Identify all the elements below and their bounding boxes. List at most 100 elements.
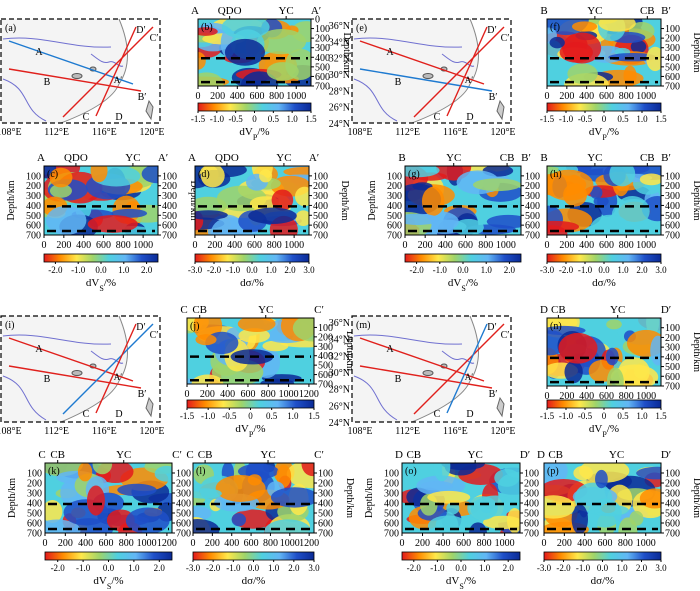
marker-yc: YC (258, 304, 273, 316)
profile-end: D′ (661, 449, 671, 461)
depth-tick-label: 100 (318, 469, 333, 480)
colorbar-label: dσ/% (592, 277, 616, 289)
panel-l: (l)C C′CB YC100200300400500600700Depth/km0… (186, 449, 355, 549)
distance-tick-label: 800 (116, 240, 131, 251)
depth-tick-label: 400 (318, 351, 333, 362)
distance-tick-label: 0 (545, 91, 550, 102)
depth-tick-label-left: 100 (387, 171, 402, 182)
coastline (60, 18, 128, 124)
depth-tick-label: 400 (665, 499, 680, 510)
depth-tick-label: 100 (665, 171, 680, 182)
longitude-label: 116°E (92, 127, 117, 138)
heat-blob (405, 166, 440, 178)
heat-blob (639, 173, 661, 186)
profile-line-a (359, 40, 485, 85)
panel-label: (f) (550, 22, 560, 33)
profile-letter-c: C (83, 112, 90, 123)
longitude-label: 108°E (347, 127, 372, 138)
colorbar-label: dVP/% (235, 423, 265, 439)
profile-line-d (95, 323, 137, 414)
marker-cb: CB (551, 304, 566, 316)
distance-tick-label: 400 (76, 240, 91, 251)
profile-letter-b: B (395, 374, 402, 385)
marker-yc: YC (587, 5, 602, 17)
panel-frame (43, 165, 159, 236)
heat-blob (595, 469, 608, 489)
depth-tick-label-left: 300 (26, 191, 41, 202)
heat-blob (77, 463, 93, 482)
colorbar-tick-label: 0 (252, 114, 257, 124)
colorbar-tick-label: -1.0 (578, 265, 593, 275)
longitude-label: 116°E (443, 127, 468, 138)
heatmap-field (547, 318, 661, 386)
colorbar-tick-label: -1.0 (226, 563, 241, 573)
panel-frame (192, 462, 315, 534)
panel-label: (l) (196, 466, 205, 477)
depth-tick-label: 200 (665, 34, 680, 45)
colorbar-vs-8: -2.0 -1.0 0.0 1.0 2.0 dVS/% (44, 551, 173, 591)
marker-yc: YC (610, 304, 625, 316)
latitude-label: 34°N (329, 335, 350, 346)
colorbar-tick-label: 2.0 (504, 265, 516, 275)
profile-line-d (95, 26, 137, 117)
distance-tick-label: 200 (207, 240, 222, 251)
marker-qdo: QDO (218, 5, 242, 17)
colorbar-tick-label: 0.5 (266, 411, 278, 421)
heatmap-field (547, 19, 661, 86)
heat-blob (92, 463, 113, 475)
depth-tick-label: 600 (665, 519, 680, 530)
colorbar-tick-label: -1.5 (191, 114, 206, 124)
colorbar-tick-label: -1.0 (201, 411, 216, 421)
colorbar-tick-label: 2.0 (141, 265, 153, 275)
profile-letter-d-prime: D′ (136, 322, 145, 333)
colorbar-tick-label: 1.0 (287, 411, 299, 421)
depth-tick-label-left: 200 (27, 479, 42, 490)
colorbar-tick-label: -2.0 (48, 265, 63, 275)
heat-blob (549, 36, 565, 49)
depth-tick-label: 500 (176, 509, 191, 520)
profile-letter-c: C (434, 112, 441, 123)
marker-yc: YC (260, 449, 275, 461)
map-frame (351, 18, 512, 124)
panel-label: (i) (5, 320, 14, 331)
distance-tick-label: 800 (478, 240, 493, 251)
colorbar-label: dσ/% (240, 277, 264, 289)
heat-blob (276, 464, 292, 488)
heat-blob (266, 62, 299, 81)
panel-label: (j) (190, 321, 199, 332)
colorbar-tick-label: 1.5 (655, 114, 667, 124)
colorbar-gradient (197, 102, 312, 112)
depth-tick-label-left: 100 (384, 469, 399, 480)
colorbar-tick-label: -1.0 (559, 411, 574, 421)
depth-axis-label: Depth/km (344, 478, 355, 518)
profile-letter-b: B (395, 77, 402, 88)
colorbar-tick-label: -1.5 (540, 411, 555, 421)
heat-blob (427, 515, 468, 533)
colorbar-gradient (43, 253, 159, 263)
distance-tick-label: 0 (196, 91, 201, 102)
distance-tick-label: 200 (210, 91, 225, 102)
distance-tick-label: 1000 (280, 538, 300, 549)
colorbar-tick-label: 2.0 (288, 563, 300, 573)
heat-blob (238, 328, 270, 343)
panel-frame (546, 317, 662, 387)
colorbar-gradient (186, 399, 315, 409)
colorbar-tick-label: 0.0 (455, 563, 467, 573)
depth-tick-label: 700 (665, 82, 680, 93)
longitude-label: 120°E (139, 426, 164, 437)
distance-tick-label: 0 (43, 538, 48, 549)
colorbar-tick-label: 0.5 (268, 114, 280, 124)
heat-blob (427, 490, 471, 504)
depth-tick-label: 400 (665, 352, 680, 363)
contour-line (2, 78, 47, 122)
colorbar-tick-label: -1.5 (180, 411, 195, 421)
depth-tick-label: 100 (665, 323, 680, 334)
distance-tick-label: 600 (458, 240, 473, 251)
depth-tick-label-left: 100 (26, 171, 41, 182)
depth-tick-label: 600 (665, 221, 680, 232)
panel-n: (n)D D′CB YC100200300400500600700Depth/km0… (540, 304, 700, 402)
distance-tick-label: 200 (205, 538, 220, 549)
colorbar-tick-label: 3.0 (655, 265, 667, 275)
heat-blob (283, 166, 309, 177)
taiwan-island (145, 99, 154, 121)
